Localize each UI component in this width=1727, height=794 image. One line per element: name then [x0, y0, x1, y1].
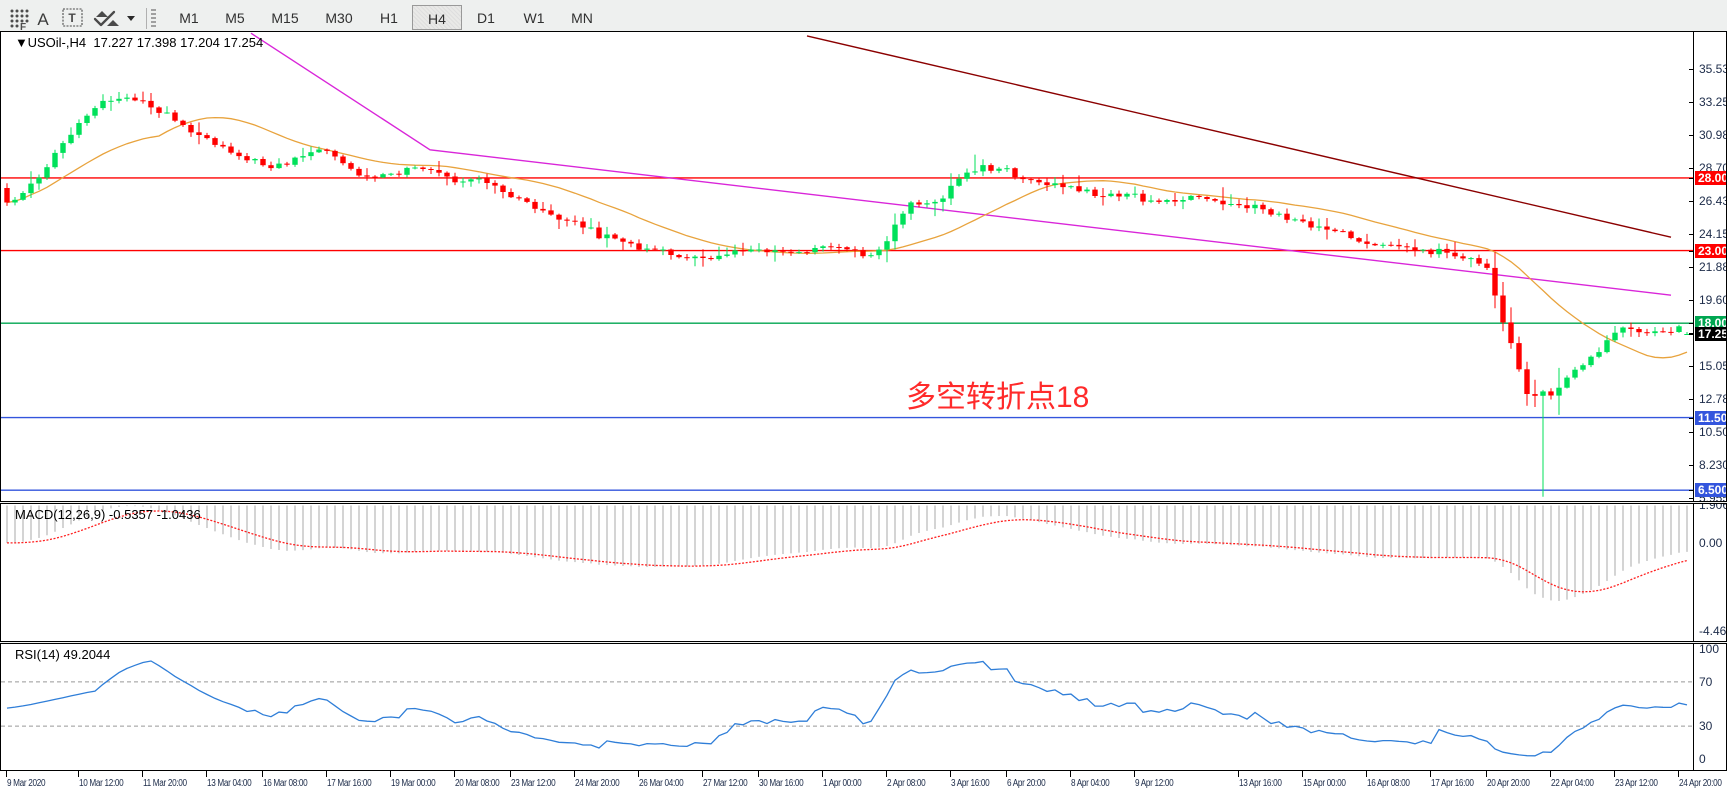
svg-text:A: A	[37, 10, 49, 29]
svg-text:T: T	[68, 11, 76, 25]
